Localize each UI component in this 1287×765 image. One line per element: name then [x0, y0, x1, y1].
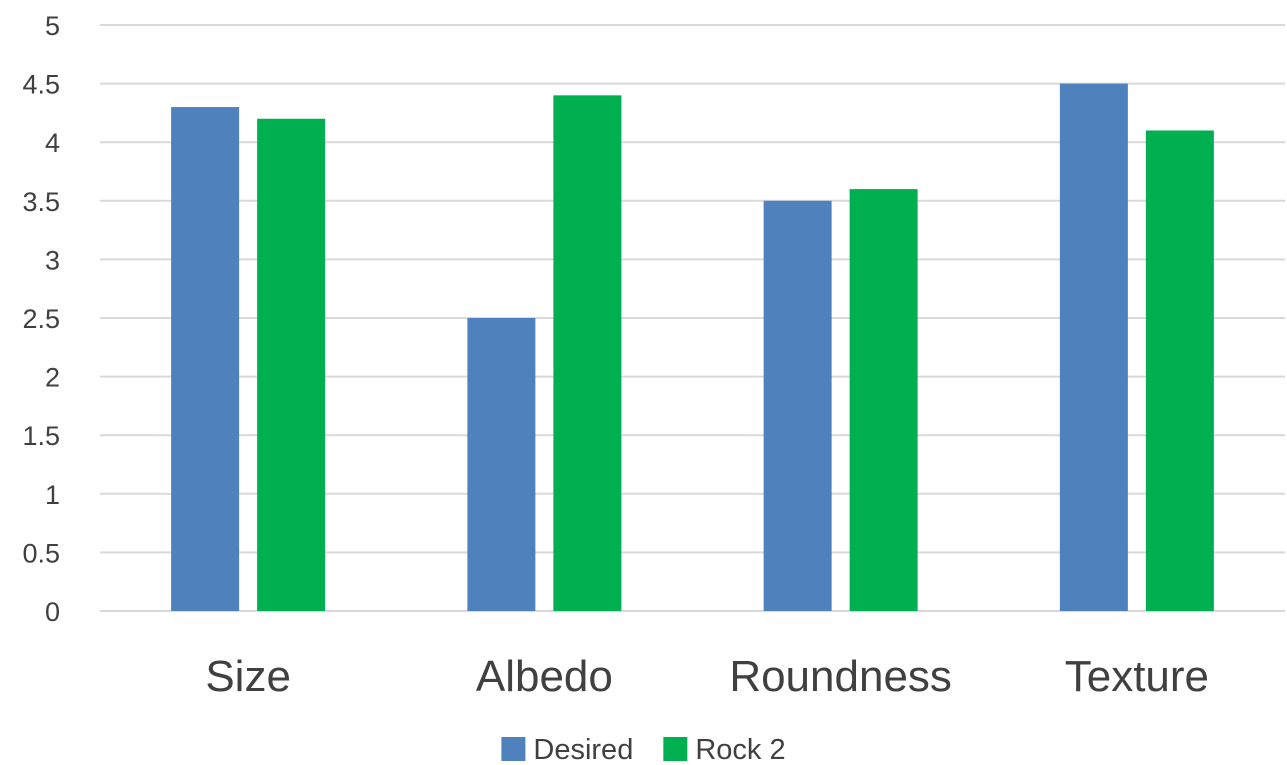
y-tick-label: 3	[45, 245, 60, 275]
legend-swatch-rock-2	[663, 737, 688, 761]
y-tick-label: 1	[45, 480, 60, 510]
y-tick-label: 2.5	[22, 304, 60, 334]
y-tick-label: 4	[45, 128, 60, 158]
y-tick-label: 3.5	[22, 187, 60, 217]
x-category-label: Size	[205, 652, 291, 701]
bars	[171, 83, 1214, 612]
y-tick-label: 1.5	[22, 421, 60, 451]
x-category-label: Roundness	[729, 652, 952, 701]
bar-desired-albedo	[467, 318, 536, 611]
x-axis-categories: Size Albedo Roundness Texture	[205, 652, 1209, 701]
y-tick-label: 5	[45, 11, 60, 41]
bar-rock-2-albedo	[553, 95, 622, 611]
y-tick-label: 0.5	[22, 538, 60, 568]
bar-desired-texture	[1059, 83, 1128, 612]
y-tick-label: 0	[45, 597, 60, 627]
legend-label: Desired	[533, 734, 633, 765]
y-tick-label: 2	[45, 363, 60, 393]
bar-rock-2-roundness	[849, 189, 918, 611]
bar-desired-roundness	[763, 200, 832, 612]
bar-desired-size	[171, 107, 240, 611]
bar-rock-2-size	[257, 118, 326, 611]
bar-rock-2-texture	[1145, 130, 1214, 612]
x-category-label: Texture	[1065, 652, 1209, 701]
y-tick-label: 4.5	[22, 70, 60, 100]
legend-label: Rock 2	[695, 734, 785, 765]
legend-swatch-desired	[501, 737, 526, 761]
legend: Desired Rock 2	[501, 734, 786, 765]
x-category-label: Albedo	[476, 652, 613, 701]
y-axis-ticks: 0 0.5 1 1.5 2 2.5 3 3.5 4 4.5 5	[22, 11, 60, 627]
